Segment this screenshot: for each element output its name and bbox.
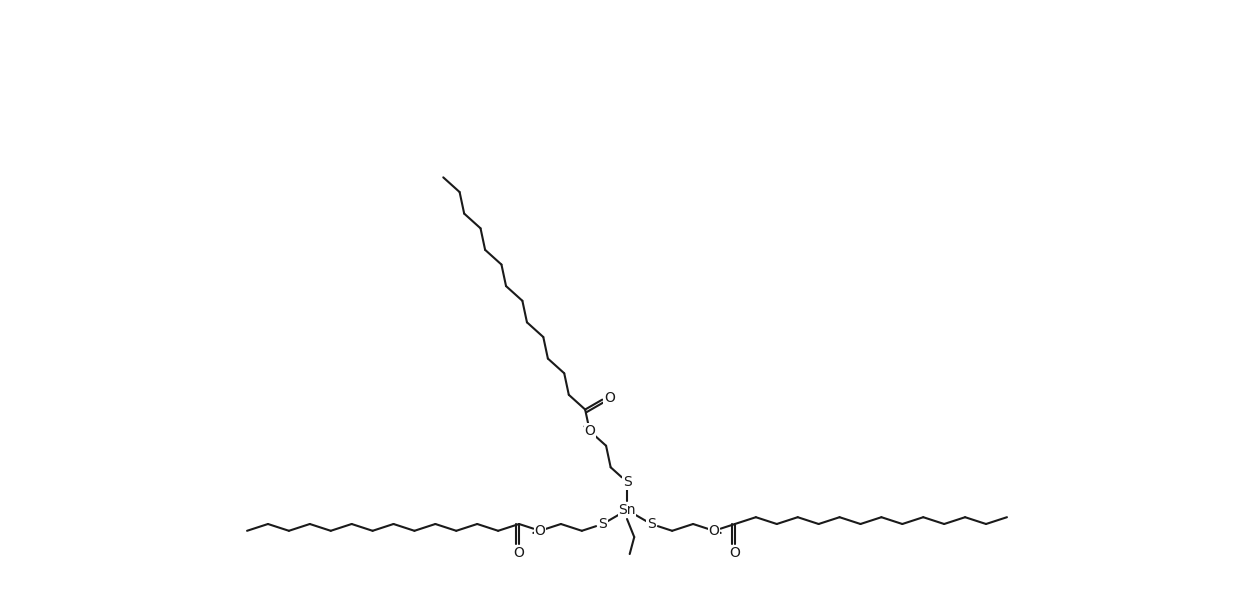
Text: S: S	[623, 475, 631, 489]
Text: O: O	[534, 524, 545, 538]
Text: O: O	[584, 424, 596, 438]
Text: S: S	[647, 517, 656, 531]
Text: O: O	[604, 390, 614, 405]
Text: Sn: Sn	[618, 503, 636, 517]
Text: O: O	[514, 546, 524, 560]
Text: O: O	[730, 546, 740, 560]
Text: S: S	[598, 517, 607, 531]
Text: O: O	[709, 524, 720, 538]
